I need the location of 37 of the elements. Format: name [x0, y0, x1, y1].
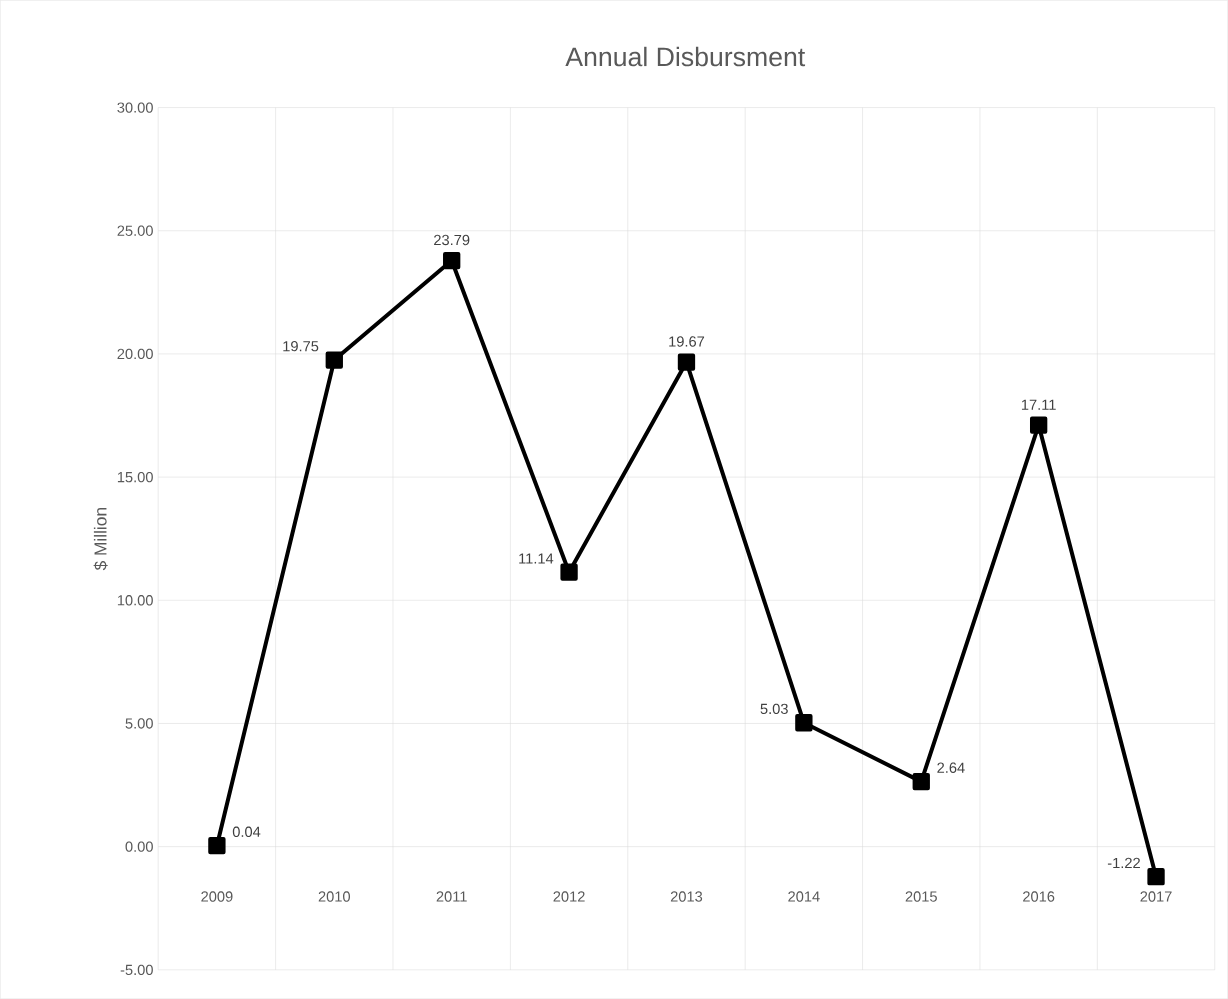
x-tick-label: 2016 — [1023, 891, 1055, 902]
y-tick-label: 0.00 — [125, 841, 153, 852]
y-tick-label: 10.00 — [117, 595, 153, 606]
x-tick-label: 2014 — [788, 891, 820, 902]
x-tick-label: 2011 — [436, 891, 467, 902]
point — [912, 772, 930, 791]
data-label: -1.22 — [1107, 857, 1140, 868]
point — [560, 563, 578, 581]
point — [677, 353, 696, 371]
data-label: 5.03 — [760, 703, 788, 714]
data-label: 19.67 — [669, 336, 705, 347]
data-label: 23.79 — [434, 234, 470, 246]
data-label: 19.75 — [283, 340, 319, 352]
point — [795, 714, 813, 732]
x-tick-label: 2012 — [553, 891, 585, 902]
y-tick-label: 20.00 — [117, 348, 153, 360]
point — [1147, 868, 1165, 886]
x-tick-label: 2013 — [670, 891, 703, 902]
chart-title: Annual Disbursment — [565, 46, 806, 67]
point — [443, 251, 461, 270]
x-tick-label: 2017 — [1140, 891, 1172, 902]
data-label: 17.11 — [1021, 399, 1056, 410]
x-tick-label: 2010 — [318, 891, 350, 902]
data-label: 0.04 — [232, 826, 261, 837]
data-label: 11.14 — [519, 553, 554, 564]
y-tick-label: 30.00 — [117, 102, 153, 113]
y-tick-label: 5.00 — [125, 718, 153, 729]
point — [208, 836, 226, 855]
y-axis-title: $ Million — [93, 508, 108, 571]
point — [1029, 416, 1048, 434]
x-tick-label: 2009 — [201, 891, 233, 902]
point — [325, 351, 343, 369]
y-tick-label: -5.00 — [120, 964, 153, 975]
data-label: 2.64 — [937, 762, 965, 773]
y-tick-label: 15.00 — [117, 471, 153, 483]
x-tick-label: 2015 — [905, 891, 937, 902]
y-tick-label: 25.00 — [117, 225, 153, 236]
